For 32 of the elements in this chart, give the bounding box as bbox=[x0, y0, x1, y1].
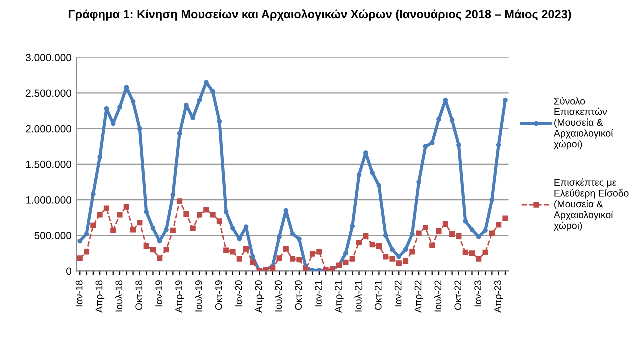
chart-title: Γράφημα 1: Κίνηση Μουσείων και Αρχαιολογικών Χώρων (Ιανουάριος 2018 – Μάιος 2023) bbox=[68, 10, 572, 21]
x-tick-label: Οκτ-19 bbox=[215, 280, 222, 310]
y-tick-label: 3.000.000 bbox=[26, 54, 72, 62]
y-tick-label: 0 bbox=[66, 268, 72, 276]
x-tick-label: Ιαν-23 bbox=[474, 280, 482, 307]
y-tick-label: 1.000.000 bbox=[26, 196, 72, 204]
x-tick-label: Οκτ-21 bbox=[374, 280, 382, 310]
x-tick-label: Απρ-19 bbox=[176, 280, 184, 313]
legend-label: Σύνολο Επισκεπτών (Μουσεία & Αρχαιολογικοί χώροι) bbox=[554, 97, 614, 150]
legend-label: Επισκέπτες με Ελεύθερη Είσοδο (Μουσεία & Αρχαιολογικοί χώροι) bbox=[554, 178, 629, 232]
y-tick-label: 2.500.000 bbox=[26, 90, 72, 98]
x-tick-label: Ιαν-20 bbox=[235, 280, 242, 307]
x-tick-label: Ιουλ-19 bbox=[195, 280, 202, 312]
x-tick-label: Απρ-20 bbox=[255, 280, 264, 313]
x-tick-label: Ιαν-19 bbox=[156, 280, 162, 307]
x-tick-label: Απρ-22 bbox=[414, 280, 424, 313]
x-tick-label: Ιαν-22 bbox=[394, 280, 402, 307]
x-tick-label: Απρ-18 bbox=[96, 280, 105, 313]
x-tick-label: Ιαν-18 bbox=[76, 280, 83, 307]
x-tick-label: Ιαν-21 bbox=[315, 280, 322, 307]
y-tick-label: 1.500.000 bbox=[26, 160, 72, 168]
x-tick-label: Οκτ-22 bbox=[454, 280, 462, 310]
y-tick-label: 500.000 bbox=[34, 232, 72, 240]
y-tick-label: 2.000.000 bbox=[26, 125, 72, 133]
x-tick-label: Απρ-23 bbox=[494, 280, 504, 313]
x-tick-label: Οκτ-18 bbox=[136, 280, 143, 310]
x-tick-label: Ιουλ-18 bbox=[115, 280, 123, 312]
x-tick-label: Απρ-21 bbox=[335, 280, 344, 313]
x-tick-label: Ιουλ-21 bbox=[354, 280, 362, 312]
x-tick-label: Οκτ-20 bbox=[295, 280, 302, 310]
x-tick-label: Ιουλ-22 bbox=[434, 280, 442, 312]
x-tick-label: Ιουλ-20 bbox=[274, 280, 282, 312]
